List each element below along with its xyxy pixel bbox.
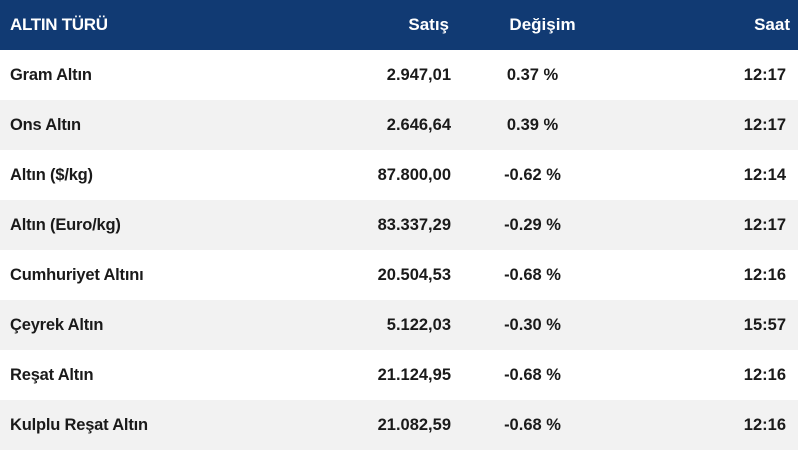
table-row[interactable]: Altın ($/kg) 87.800,00 -0.62 % 12:14 [0,150,798,200]
column-header-sell-price[interactable]: Satış [408,15,449,34]
change-cell: -0.68 % [504,265,561,284]
gold-type-cell: Reşat Altın [10,365,94,384]
time-cell: 12:17 [743,115,786,134]
change-cell: 0.37 % [506,65,559,84]
gold-type-cell: Ons Altın [10,115,81,134]
header-row: ALTIN TÜRÜ Satış Değişim Saat [0,0,798,50]
sell-price-cell: 21.124,95 [377,365,451,384]
time-cell: 12:14 [743,165,786,184]
sell-price-cell: 87.800,00 [377,165,451,184]
time-cell: 12:16 [743,265,786,284]
gold-type-cell: Gram Altın [10,65,92,84]
change-cell: -0.68 % [504,365,561,384]
table-row[interactable]: Ons Altın 2.646,64 0.39 % 12:17 [0,100,798,150]
table-row[interactable]: Reşat Altın 21.124,95 -0.68 % 12:16 [0,350,798,400]
sell-price-cell: 83.337,29 [377,215,451,234]
time-cell: 12:17 [743,65,786,84]
gold-type-cell: Altın ($/kg) [10,165,93,184]
time-cell: 12:16 [743,365,786,384]
table-body: Gram Altın 2.947,01 0.37 % 12:17 Ons Altın 2.… [0,50,798,450]
table-header: ALTIN TÜRÜ Satış Değişim Saat [0,0,798,50]
gold-type-cell: Çeyrek Altın [10,315,104,334]
table-row[interactable]: Çeyrek Altın 5.122,03 -0.30 % 15:57 [0,300,798,350]
change-cell: -0.68 % [504,415,561,434]
sell-price-cell: 21.082,59 [377,415,451,434]
column-header-time[interactable]: Saat [754,15,790,34]
change-cell: -0.62 % [504,165,561,184]
sell-price-cell: 2.947,01 [386,65,451,84]
sell-price-cell: 5.122,03 [386,315,451,334]
sell-price-cell: 2.646,64 [386,115,451,134]
change-cell: 0.39 % [506,115,559,134]
gold-type-cell: Kulplu Reşat Altın [10,415,148,434]
change-cell: -0.30 % [504,315,561,334]
table-row[interactable]: Altın (Euro/kg) 83.337,29 -0.29 % 12:17 [0,200,798,250]
change-cell: -0.29 % [504,215,561,234]
time-cell: 12:16 [743,415,786,434]
time-cell: 12:17 [743,215,786,234]
time-cell: 15:57 [743,315,786,334]
gold-type-cell: Altın (Euro/kg) [10,215,121,234]
gold-type-cell: Cumhuriyet Altını [10,265,144,284]
table-row[interactable]: Gram Altın 2.947,01 0.37 % 12:17 [0,50,798,100]
table-row[interactable]: Kulplu Reşat Altın 21.082,59 -0.68 % 12:16 [0,400,798,450]
table-row[interactable]: Cumhuriyet Altını 20.504,53 -0.68 % 12:16 [0,250,798,300]
sell-price-cell: 20.504,53 [377,265,451,284]
column-header-gold-type[interactable]: ALTIN TÜRÜ [10,15,108,34]
column-header-change[interactable]: Değişim [509,15,576,34]
